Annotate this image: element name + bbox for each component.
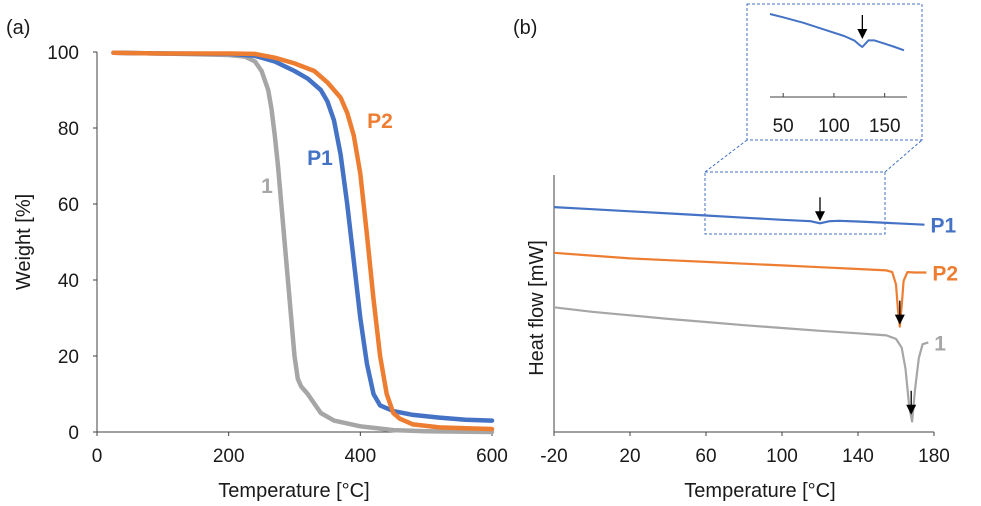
panel-b-label: (b) [513,17,537,39]
dsc-series-label-p1: P1 [931,215,957,238]
panel-b-x-tick-label: 140 [842,446,874,467]
panel-a-y-tick-label: 0 [68,423,79,444]
tga-series-label-1: 1 [261,175,273,198]
dsc-line-p2 [553,251,927,328]
panel-b-ticks: -20 20 60 100 140 180 [540,432,950,467]
inset-series [769,13,905,52]
panel-a-ticks: 0 200 400 600 0 20 40 60 80 100 [47,43,508,467]
panel-a-series: 1 P1 P2 [111,50,495,435]
panel-b-x-tick-label: -20 [540,446,567,467]
tga-line-p1 [111,50,495,423]
panel-a-y-axis-label: Weight [%] [13,194,35,290]
panel-a-y-tick-label: 20 [58,347,79,368]
panel-a-x-tick-label: 0 [92,446,103,467]
inset-zoom-indicator: 50 100 150 [704,3,923,235]
dsc-arrow-p1-head [815,211,825,222]
panel-b-series: P1 P2 1 [553,197,958,423]
panel-a-y-tick-label: 40 [58,271,79,292]
dsc-arrow-1-head [906,404,917,415]
dsc-line-p1 [553,206,925,226]
inset-box [746,3,923,141]
panel-a-y-tick-label: 80 [58,119,79,140]
panel-a-y-tick-label: 60 [58,195,79,216]
inset-arrow-head [857,29,868,39]
panel-b-x-tick-label: 100 [766,446,798,467]
panel-a-tga-chart: (a) 0 200 400 600 0 20 40 60 80 100 1 P1 P2 Tempera… [6,17,508,502]
dsc-series-label-p2: P2 [932,262,958,285]
panel-a-x-tick-label: 200 [213,446,245,467]
zoom-connector-right [884,139,923,173]
zoom-connector-left [704,139,748,173]
panel-a-x-tick-label: 600 [476,446,508,467]
panel-a-label: (a) [6,17,30,39]
panel-b-y-axis-label: Heat flow [mW] [526,240,548,376]
inset-x-tick-label: 150 [869,116,901,137]
panel-a-x-tick-label: 400 [344,446,376,467]
panel-b-x-tick-label: 180 [918,446,950,467]
dsc-arrow-p2-head [894,314,905,325]
inset-line-p1 [769,13,905,52]
panel-a-y-tick-label: 100 [47,43,79,64]
tga-series-label-p1: P1 [307,147,333,170]
dsc-series-label-1: 1 [934,332,946,355]
tga-line-1 [111,50,495,435]
inset-x-tick-label: 100 [818,116,850,137]
zoom-region-box [704,171,886,235]
dsc-line-1 [553,306,929,423]
tga-series-label-p2: P2 [367,110,393,133]
panel-a-x-axis-label: Temperature [°C] [218,480,369,502]
inset-ticks: 50 100 150 [773,93,901,137]
inset-x-tick-label: 50 [773,116,794,137]
panel-b-x-tick-label: 20 [619,446,640,467]
tga-line-p2 [111,50,495,432]
panel-b-x-axis-label: Temperature [°C] [684,480,835,502]
panel-b-x-tick-label: 60 [695,446,716,467]
panel-b-dsc-chart: (b) -20 20 60 100 140 180 50 100 150 P1 P2 1 Temp… [513,3,958,502]
